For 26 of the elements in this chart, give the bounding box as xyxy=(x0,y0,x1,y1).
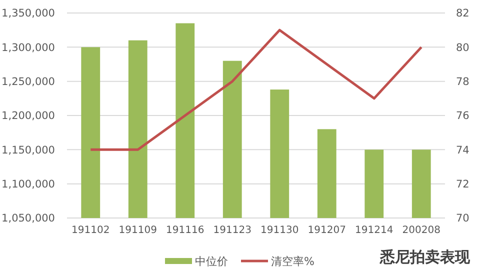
y2-tick-label: 82 xyxy=(456,8,470,20)
y-tick-label: 1,150,000 xyxy=(2,144,55,156)
x-tick-label: 191214 xyxy=(355,225,394,236)
y-tick-label: 1,300,000 xyxy=(2,42,55,54)
x-tick-label: 200208 xyxy=(402,225,440,236)
y2-tick-label: 80 xyxy=(456,42,470,54)
y-tick-label: 1,050,000 xyxy=(2,212,55,225)
y2-tick-label: 78 xyxy=(456,76,470,88)
legend-label: 清空率% xyxy=(271,254,314,268)
x-tick-label: 191116 xyxy=(166,225,204,236)
line-series xyxy=(89,28,423,151)
legend-label: 中位价 xyxy=(195,254,228,268)
y2-tick-label: 74 xyxy=(456,144,470,156)
x-tick-label: 191130 xyxy=(260,225,299,236)
y-tick-label: 1,250,000 xyxy=(2,76,55,88)
y2-tick-label: 76 xyxy=(456,110,470,122)
y2-tick-label: 72 xyxy=(456,178,470,191)
y-tick-label: 1,100,000 xyxy=(2,178,55,191)
x-tick-label: 191102 xyxy=(72,225,110,236)
y-tick-label: 1,350,000 xyxy=(2,8,55,20)
text: 悉尼拍卖表现 xyxy=(379,248,471,266)
y2-tick-label: 70 xyxy=(456,212,470,225)
y-tick-label: 1,200,000 xyxy=(2,110,55,122)
x-tick-label: 191207 xyxy=(308,225,346,236)
x-tick-label: 191109 xyxy=(118,225,157,236)
x-tick-label: 191123 xyxy=(213,225,252,236)
